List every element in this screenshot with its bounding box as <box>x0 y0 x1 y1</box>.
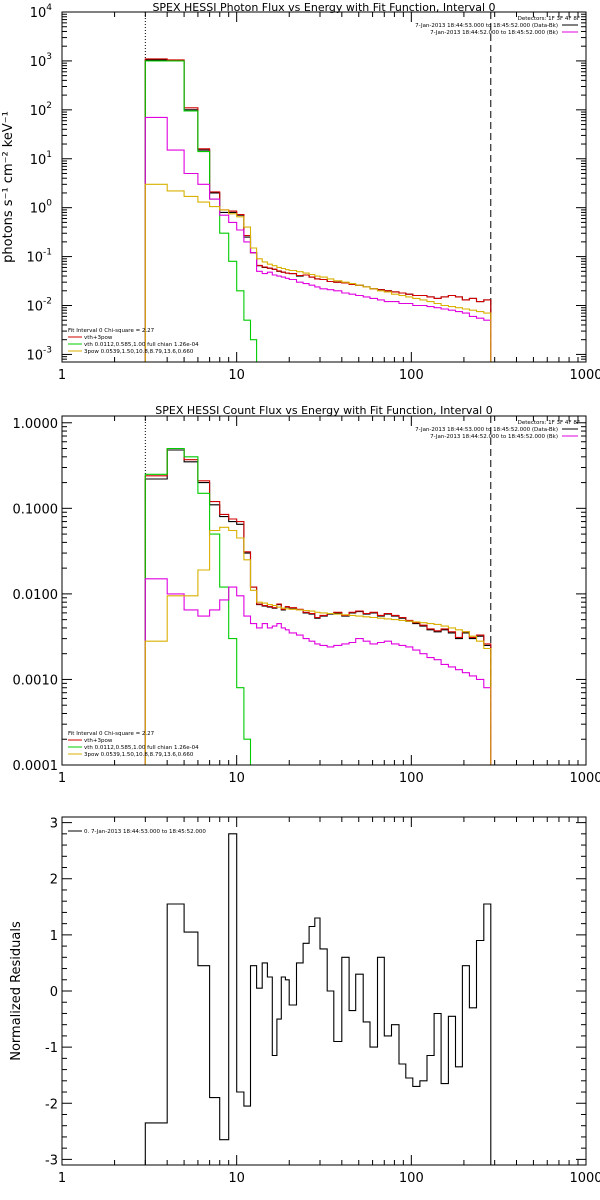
chart-title: SPEX HESSI Photon Flux vs Energy with Fi… <box>152 1 495 14</box>
legend-data-interval: 7-Jan-2013 18:44:53.000 to 18:45:52.000 … <box>415 427 558 433</box>
plot-frame <box>61 11 587 363</box>
y-axis-label: Normalized Residuals <box>9 921 24 1061</box>
y-tick-exponent: 1 <box>46 150 52 160</box>
series-line-3 <box>144 447 257 765</box>
y-tick-label: 0 <box>50 985 58 1000</box>
chart-panel-3: 1 10 100 1000 -3 -2 -1 0 1 2 3 Normalized Residuals… <box>9 816 600 1186</box>
chart-panel-1: SPEX HESSI Photon Flux vs Energy with Fi… <box>1 1 600 383</box>
chart-title: SPEX HESSI Count Flux vs Energy with Fit… <box>155 404 492 417</box>
y-tick-base: 10 <box>30 55 47 70</box>
y-tick-label: 10-3 <box>26 345 52 363</box>
legend-fit-component: 3pow 0.0539,1.50,10.8,8.79,13.6,0.660 <box>84 349 194 355</box>
legend-bk-interval: 7-Jan-2013 18:44:52.000 to 18:45:52.000 … <box>430 434 558 440</box>
y-axis-label: photons s⁻¹ cm⁻² keV⁻¹ <box>1 111 16 263</box>
x-tick-label: 1000 <box>569 771 600 786</box>
y-tick-base: 10 <box>30 153 47 168</box>
y-tick-label: 3 <box>50 817 58 832</box>
y-tick-label: 0.0010 <box>13 673 59 688</box>
y-tick-exponent: 0 <box>46 199 52 209</box>
y-tick-base: 10 <box>30 6 47 21</box>
y-tick-label: 104 <box>30 3 53 21</box>
y-tick-base: 10 <box>30 202 47 217</box>
series-line-4 <box>144 116 492 362</box>
legend-fit-interval: Fit Interval 0 Chi-square = 2.27 <box>68 731 155 737</box>
x-tick-label: 1 <box>58 1171 66 1186</box>
x-tick-label: 10 <box>228 1171 245 1186</box>
y-tick-exponent: -1 <box>43 248 52 258</box>
y-tick-label: 10-2 <box>26 297 52 315</box>
series-line-5 <box>144 183 492 362</box>
legend-fit-interval: Fit Interval 0 Chi-square = 2.27 <box>68 328 155 334</box>
x-tick-label: 100 <box>399 771 424 786</box>
series-line-4 <box>144 578 492 765</box>
x-tick-label: 100 <box>399 368 424 383</box>
legend-residual-interval: 0. 7-Jan-2013 18:44:53.000 to 18:45:52.0… <box>84 829 206 835</box>
y-tick-label: 10-1 <box>26 248 52 266</box>
y-tick-label: 100 <box>30 199 53 217</box>
y-tick-label: -1 <box>45 1041 58 1056</box>
legend-fit-component: vth+3pow <box>84 738 113 744</box>
y-tick-exponent: 2 <box>46 101 52 111</box>
legend-fit-component: vth 0.0112,0.585,1.00 full chian 1.26e-0… <box>84 745 199 751</box>
y-tick-base: 10 <box>30 104 47 119</box>
legend-detectors: Detectors: 1F 3F 4F 8F <box>518 420 580 426</box>
series-line-1 <box>144 59 492 362</box>
series-line-5 <box>144 526 492 765</box>
series-line-1 <box>144 833 492 1165</box>
legend-fit-component: vth 0.0112,0.585,1.00 full chian 1.26e-0… <box>84 342 199 348</box>
y-tick-label: 101 <box>30 150 52 168</box>
y-tick-base: 10 <box>26 348 43 363</box>
x-tick-label: 1000 <box>569 368 600 383</box>
plot-frame <box>61 415 587 766</box>
legend-fit-component: vth+3pow <box>84 335 113 341</box>
x-tick-label: 10 <box>228 771 245 786</box>
x-tick-label: 1 <box>58 368 66 383</box>
x-tick-label: 1 <box>58 771 66 786</box>
y-tick-label: 0.0001 <box>13 759 59 774</box>
series-line-1 <box>144 449 492 765</box>
series-line-3 <box>144 60 263 362</box>
y-tick-exponent: -2 <box>43 297 52 307</box>
y-tick-label: 0.0100 <box>13 588 59 603</box>
legend-fit-component: 3pow 0.0539,1.50,10.8,8.79,13.6,0.660 <box>84 752 194 758</box>
y-tick-label: 103 <box>30 52 52 70</box>
plot-frame <box>61 816 587 1166</box>
y-tick-label: 1 <box>50 929 58 944</box>
legend-data-interval: 7-Jan-2013 18:44:53.000 to 18:45:52.000 … <box>415 23 558 29</box>
series-line-2 <box>144 447 492 765</box>
legend-bk-interval: 7-Jan-2013 18:44:52.000 to 18:45:52.000 … <box>430 30 558 36</box>
y-tick-label: 1.0000 <box>13 417 59 432</box>
x-tick-label: 1000 <box>569 1171 600 1186</box>
y-tick-label: 102 <box>30 101 52 119</box>
y-tick-exponent: 3 <box>46 52 52 62</box>
y-tick-base: 10 <box>26 300 43 315</box>
chart-panel-2: SPEX HESSI Count Flux vs Energy with Fit… <box>13 404 600 786</box>
y-tick-label: 0.1000 <box>13 502 59 517</box>
y-tick-exponent: 4 <box>46 3 52 13</box>
y-tick-label: 2 <box>50 873 58 888</box>
y-tick-label: -3 <box>45 1153 58 1168</box>
legend-detectors: Detectors: 1F 3F 4F 8F <box>518 16 580 22</box>
y-tick-label: -2 <box>45 1097 58 1112</box>
x-tick-label: 10 <box>228 368 245 383</box>
x-tick-label: 100 <box>399 1171 424 1186</box>
y-tick-base: 10 <box>26 251 43 266</box>
y-tick-exponent: -3 <box>43 345 52 355</box>
series-line-2 <box>144 58 492 362</box>
